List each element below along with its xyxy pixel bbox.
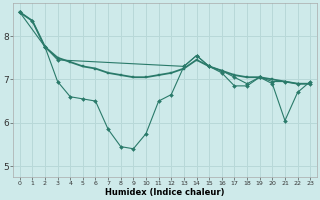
X-axis label: Humidex (Indice chaleur): Humidex (Indice chaleur): [105, 188, 225, 197]
